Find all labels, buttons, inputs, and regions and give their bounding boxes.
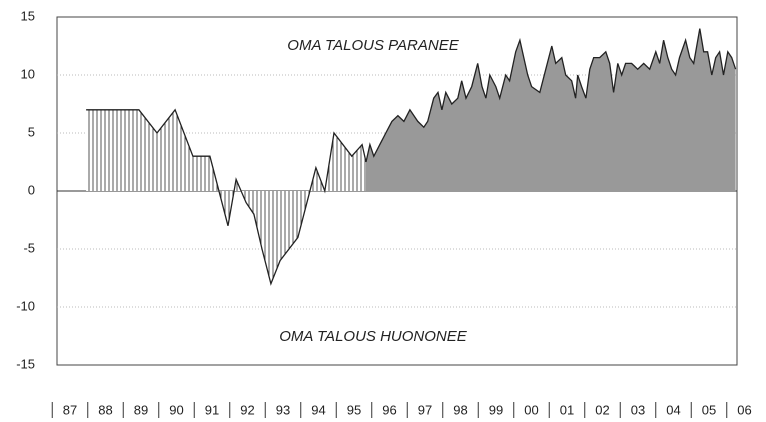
y-tick-label: -10 xyxy=(16,298,35,313)
x-tick-label: 04 xyxy=(666,402,680,417)
x-tick-label: 89 xyxy=(134,402,148,417)
x-tick-label: 02 xyxy=(595,402,609,417)
x-tick-label: 06 xyxy=(737,402,751,417)
y-tick-label: 10 xyxy=(21,66,35,81)
x-tick-label: 98 xyxy=(453,402,467,417)
x-tick-label: 92 xyxy=(240,402,254,417)
line xyxy=(365,28,737,163)
x-tick-label: 01 xyxy=(560,402,574,417)
x-tick-label: 94 xyxy=(311,402,325,417)
x-tick-label: 97 xyxy=(418,402,432,417)
x-tick-label: 99 xyxy=(489,402,503,417)
y-tick-label: 5 xyxy=(28,124,35,139)
x-tick-label: 87 xyxy=(63,402,77,417)
annotation: OMA TALOUS PARANEE xyxy=(287,37,459,54)
x-tick-label: 03 xyxy=(631,402,645,417)
annotation: OMA TALOUS HUONONEE xyxy=(279,328,468,345)
x-tick-label: 95 xyxy=(347,402,361,417)
y-tick-label: -5 xyxy=(23,240,35,255)
y-tick-label: -15 xyxy=(16,356,35,371)
line xyxy=(86,108,367,286)
x-tick-label: 90 xyxy=(169,402,183,417)
x-tick-label: 93 xyxy=(276,402,290,417)
x-tick-label: 88 xyxy=(98,402,112,417)
x-tick-label: 96 xyxy=(382,402,396,417)
y-tick-label: 0 xyxy=(28,182,35,197)
y-tick-label: 15 xyxy=(21,8,35,23)
area-fill xyxy=(86,109,366,284)
area-fill xyxy=(366,28,736,191)
x-tick-label: 05 xyxy=(702,402,716,417)
x-tick-label: 00 xyxy=(524,402,538,417)
x-tick-label: 91 xyxy=(205,402,219,417)
